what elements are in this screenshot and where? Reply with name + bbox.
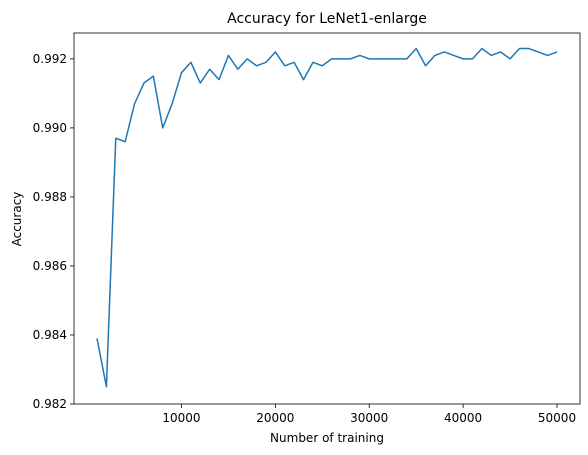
series-line [97, 49, 557, 387]
x-tick-label: 30000 [350, 411, 388, 425]
y-tick-label: 0.990 [33, 121, 67, 135]
y-tick-label: 0.986 [33, 259, 67, 273]
y-tick-label: 0.984 [33, 328, 67, 342]
x-axis-label: Number of training [270, 431, 384, 445]
plot-area [74, 33, 580, 404]
y-tick-label: 0.982 [33, 397, 67, 411]
x-tick-label: 20000 [256, 411, 294, 425]
y-tick-label: 0.992 [33, 52, 67, 66]
x-axis: 10000 20000 30000 40000 50000 [162, 404, 576, 425]
y-axis: 0.982 0.984 0.986 0.988 0.990 0.992 [33, 52, 74, 411]
x-tick-label: 40000 [444, 411, 482, 425]
plot-frame [74, 33, 580, 404]
x-tick-label: 10000 [162, 411, 200, 425]
chart-title: Accuracy for LeNet1-enlarge [227, 11, 427, 27]
y-axis-label: Accuracy [10, 192, 24, 247]
y-tick-label: 0.988 [33, 190, 67, 204]
x-tick-label: 50000 [538, 411, 576, 425]
